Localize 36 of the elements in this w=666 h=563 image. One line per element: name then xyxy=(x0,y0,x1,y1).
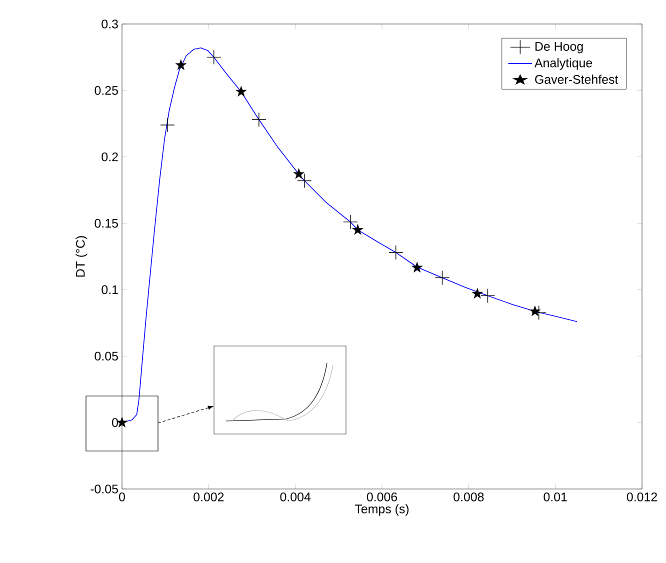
point xyxy=(297,173,312,188)
y-tick-label: 0.2 xyxy=(102,152,118,162)
point xyxy=(434,270,450,286)
point xyxy=(236,86,246,96)
y-tick-label: -0.05 xyxy=(90,484,118,494)
x-tick-label: 0.01 xyxy=(544,492,567,502)
point xyxy=(160,118,175,132)
point xyxy=(532,305,546,320)
y-tick-label: 0.05 xyxy=(94,352,118,361)
y-tick-label: 0.25 xyxy=(94,86,118,95)
point xyxy=(252,112,266,128)
y-tick-label: 0 xyxy=(112,418,118,427)
legend-label: De Hoog xyxy=(535,42,583,54)
x-tick-label: 0 xyxy=(119,492,125,502)
x-axis-title: Temps (s) xyxy=(354,504,409,516)
y-axis-title: DT (°C) xyxy=(76,236,88,277)
y-tick-label: 0.15 xyxy=(94,218,118,228)
point xyxy=(388,245,404,260)
point xyxy=(294,168,304,179)
x-tick-label: 0.012 xyxy=(626,492,657,502)
point xyxy=(176,60,186,70)
point xyxy=(352,224,363,234)
legend-label: Analytique xyxy=(534,58,592,70)
point xyxy=(480,288,496,304)
point xyxy=(530,306,540,316)
x-tick-label: 0.006 xyxy=(366,492,398,502)
y-tick-label: 0.3 xyxy=(102,20,118,28)
y-tick-label: 0.1 xyxy=(102,285,118,294)
legend-label: Gaver-Stehfest xyxy=(535,74,618,84)
x-tick-label: 0.008 xyxy=(454,492,484,502)
x-tick-label: 0.002 xyxy=(194,492,224,502)
x-tick-label: 0.004 xyxy=(280,492,311,502)
point xyxy=(412,262,422,272)
point xyxy=(206,50,222,65)
point xyxy=(472,288,482,298)
point xyxy=(343,214,358,230)
